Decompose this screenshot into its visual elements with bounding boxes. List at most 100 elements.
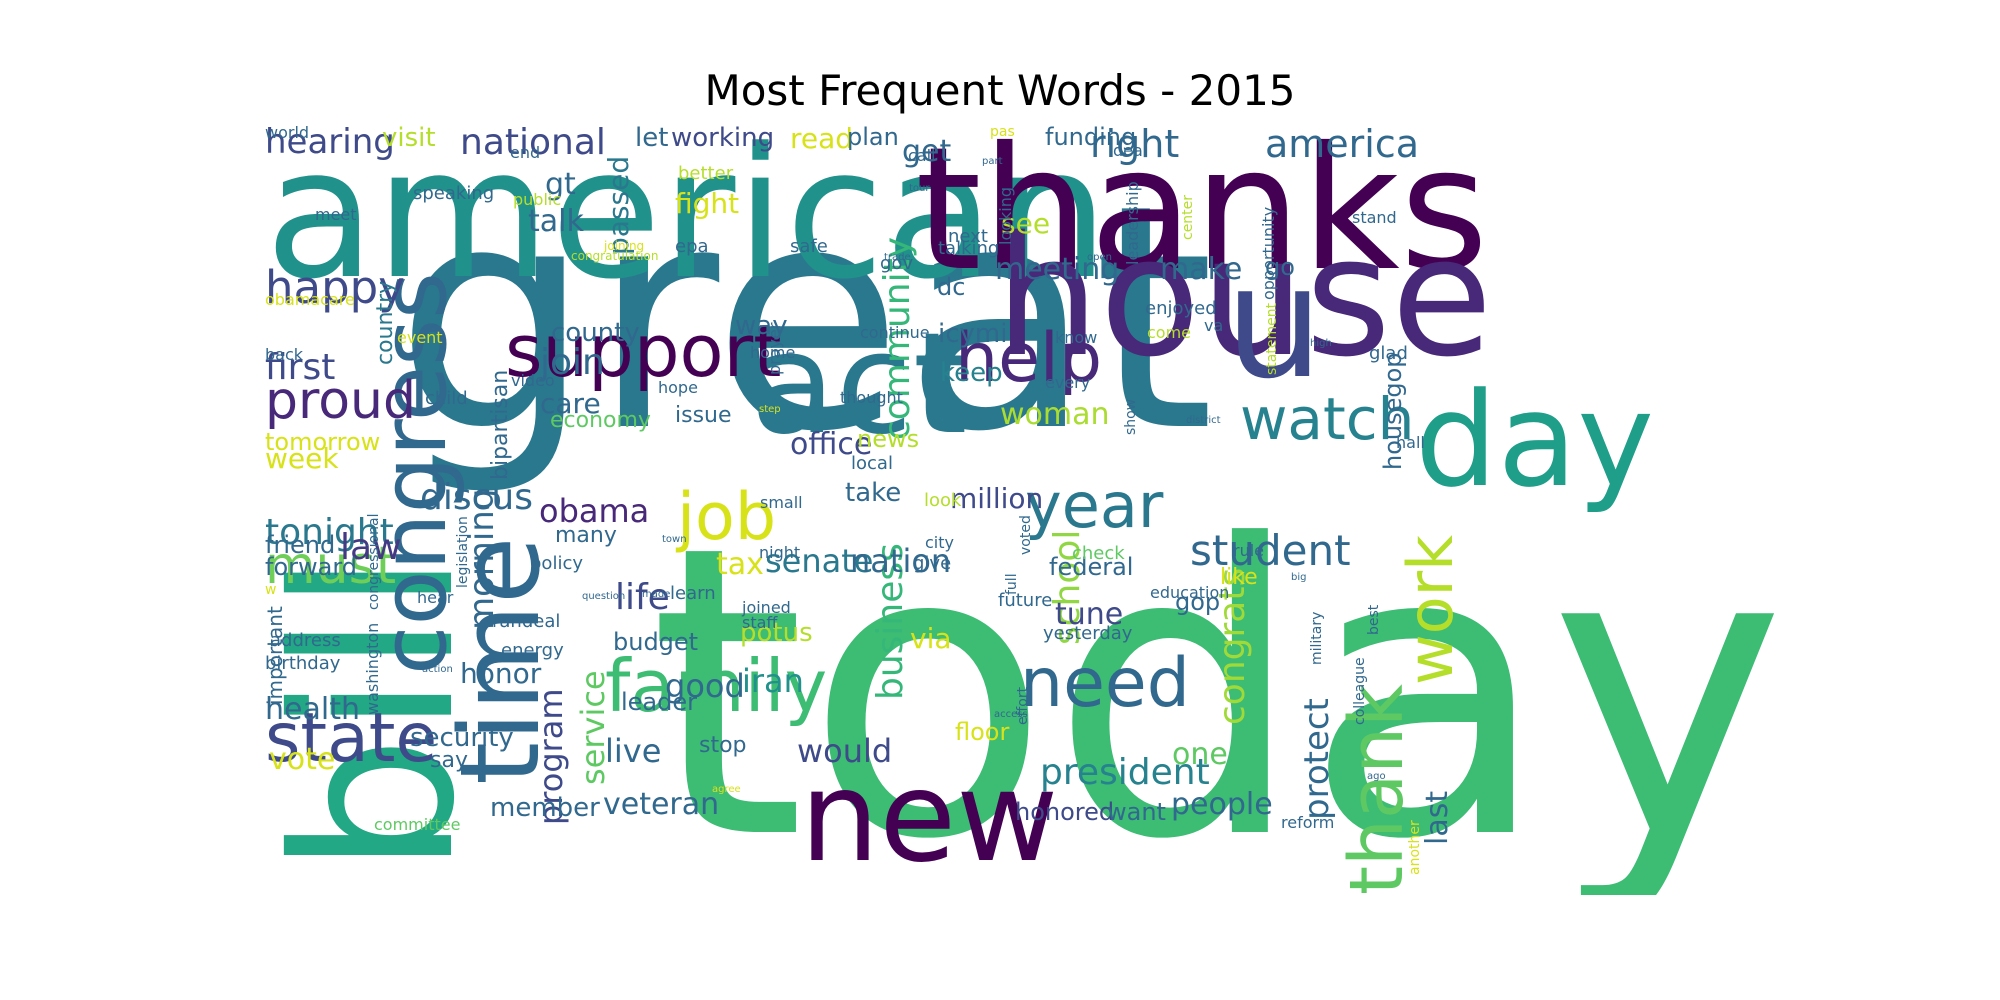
word-friend: friend (265, 531, 336, 559)
word-woman: woman (1000, 397, 1110, 432)
word-congratulation: congratulation (571, 249, 659, 263)
word-family: family (605, 644, 828, 728)
word-read: read (790, 125, 854, 155)
word-gt: gt (545, 167, 576, 202)
figure-title: Most Frequent Words - 2015 (704, 66, 1296, 115)
word-birthday: birthday (265, 653, 341, 674)
word-via: via (910, 622, 952, 655)
word-fight: fight (675, 187, 740, 220)
word-big: big (1291, 572, 1307, 583)
word-would: would (797, 732, 893, 770)
word-need: need (1020, 644, 1190, 723)
word-million: million (950, 482, 1044, 515)
word-rule: rule (1233, 541, 1265, 560)
word-stop: stop (699, 733, 747, 758)
word-tonight: tonight (265, 512, 394, 553)
word-joined: joined (742, 598, 791, 617)
word-local: local (851, 453, 893, 474)
word-first: first (265, 347, 336, 388)
word-night: night (759, 543, 801, 562)
word-obama: obama (539, 492, 650, 530)
word-good: good (665, 667, 745, 705)
word-district: district (1186, 415, 1221, 426)
word-happy: happy (265, 261, 405, 314)
word-washington: washington (363, 622, 382, 715)
word-say: say (430, 748, 468, 773)
word-address: address (270, 630, 341, 651)
word-high: high (1310, 338, 1332, 349)
word-senate: senate (765, 542, 874, 580)
word-town: town (662, 534, 687, 545)
word-glad: glad (1369, 343, 1408, 364)
word-learn: learn (670, 583, 716, 604)
word-colleague: colleague (1352, 657, 1368, 725)
word-tomorrow: tomorrow (265, 428, 381, 456)
word-national: national (460, 125, 606, 163)
word-full: full (1004, 573, 1020, 595)
word-forward: forward (265, 553, 358, 581)
word-vote: vote (269, 742, 336, 777)
word-discus: discus (420, 477, 533, 518)
word-see: see (1001, 207, 1051, 240)
word-office: office (790, 427, 873, 462)
word-cloud: today great bill american thanks house u act day… (265, 125, 1786, 895)
word-care: care (540, 387, 601, 420)
word-end: end (510, 143, 541, 162)
word-health: health (265, 692, 360, 727)
word-join: join (540, 342, 605, 383)
word-looking: looking (996, 186, 1015, 245)
word-prayer: prayer (765, 322, 784, 375)
word-made: made (642, 589, 671, 600)
word-show: show (1123, 398, 1139, 435)
word-obamacare: obamacare (265, 290, 355, 309)
word-want: want (1107, 798, 1166, 826)
word-safe: safe (790, 236, 828, 257)
word-question: question (582, 591, 626, 602)
word-great: great (395, 139, 1215, 500)
word-talk: talk (528, 204, 584, 239)
word-city: city (925, 533, 954, 552)
word-right: right (1090, 125, 1180, 166)
word-thought: thought (840, 388, 903, 407)
word-nation: nation (850, 542, 952, 580)
word-home: home (750, 343, 796, 362)
word-protect: protect (1297, 698, 1337, 820)
word-security: security (410, 723, 514, 753)
word-w: w (265, 582, 277, 598)
word-dc: dc (937, 273, 966, 301)
word-many: many (555, 523, 617, 548)
word-economy: economy (550, 408, 651, 433)
word-federal: federal (1049, 553, 1134, 581)
word-part: part (982, 156, 1003, 167)
word-news: news (857, 425, 920, 453)
word-visit: visit (382, 125, 436, 153)
word-america: america (1265, 125, 1420, 166)
word-reform: reform (1281, 813, 1335, 832)
word-county: county (551, 318, 640, 348)
word-working: working (671, 125, 775, 153)
word-epa: epa (675, 236, 709, 257)
word-every: every (1045, 373, 1091, 392)
word-world: world (265, 125, 310, 142)
word-hearing: hearing (265, 125, 395, 162)
word-voted: voted (1018, 515, 1034, 555)
word-funding: funding (1045, 125, 1137, 151)
word-deal: deal (1113, 141, 1148, 160)
word-get: get (902, 134, 952, 169)
word-potus: potus (740, 618, 813, 648)
word-back: back (265, 345, 304, 364)
word-life: life (615, 577, 670, 618)
word-day: day (1415, 364, 1655, 516)
word-gop: gop (1175, 588, 1221, 616)
word-child: child (425, 388, 468, 409)
word-committee: committee (374, 815, 461, 834)
word-country: country (373, 280, 398, 365)
word-student: student (1190, 526, 1351, 575)
word-access: access (994, 709, 1028, 720)
word-next: next (948, 226, 988, 247)
word-action: action (422, 664, 453, 675)
word-yesterday: yesterday (1043, 623, 1133, 644)
word-job: job (677, 480, 777, 555)
word-pas: pas (990, 125, 1015, 140)
word-best: best (1366, 604, 1382, 635)
